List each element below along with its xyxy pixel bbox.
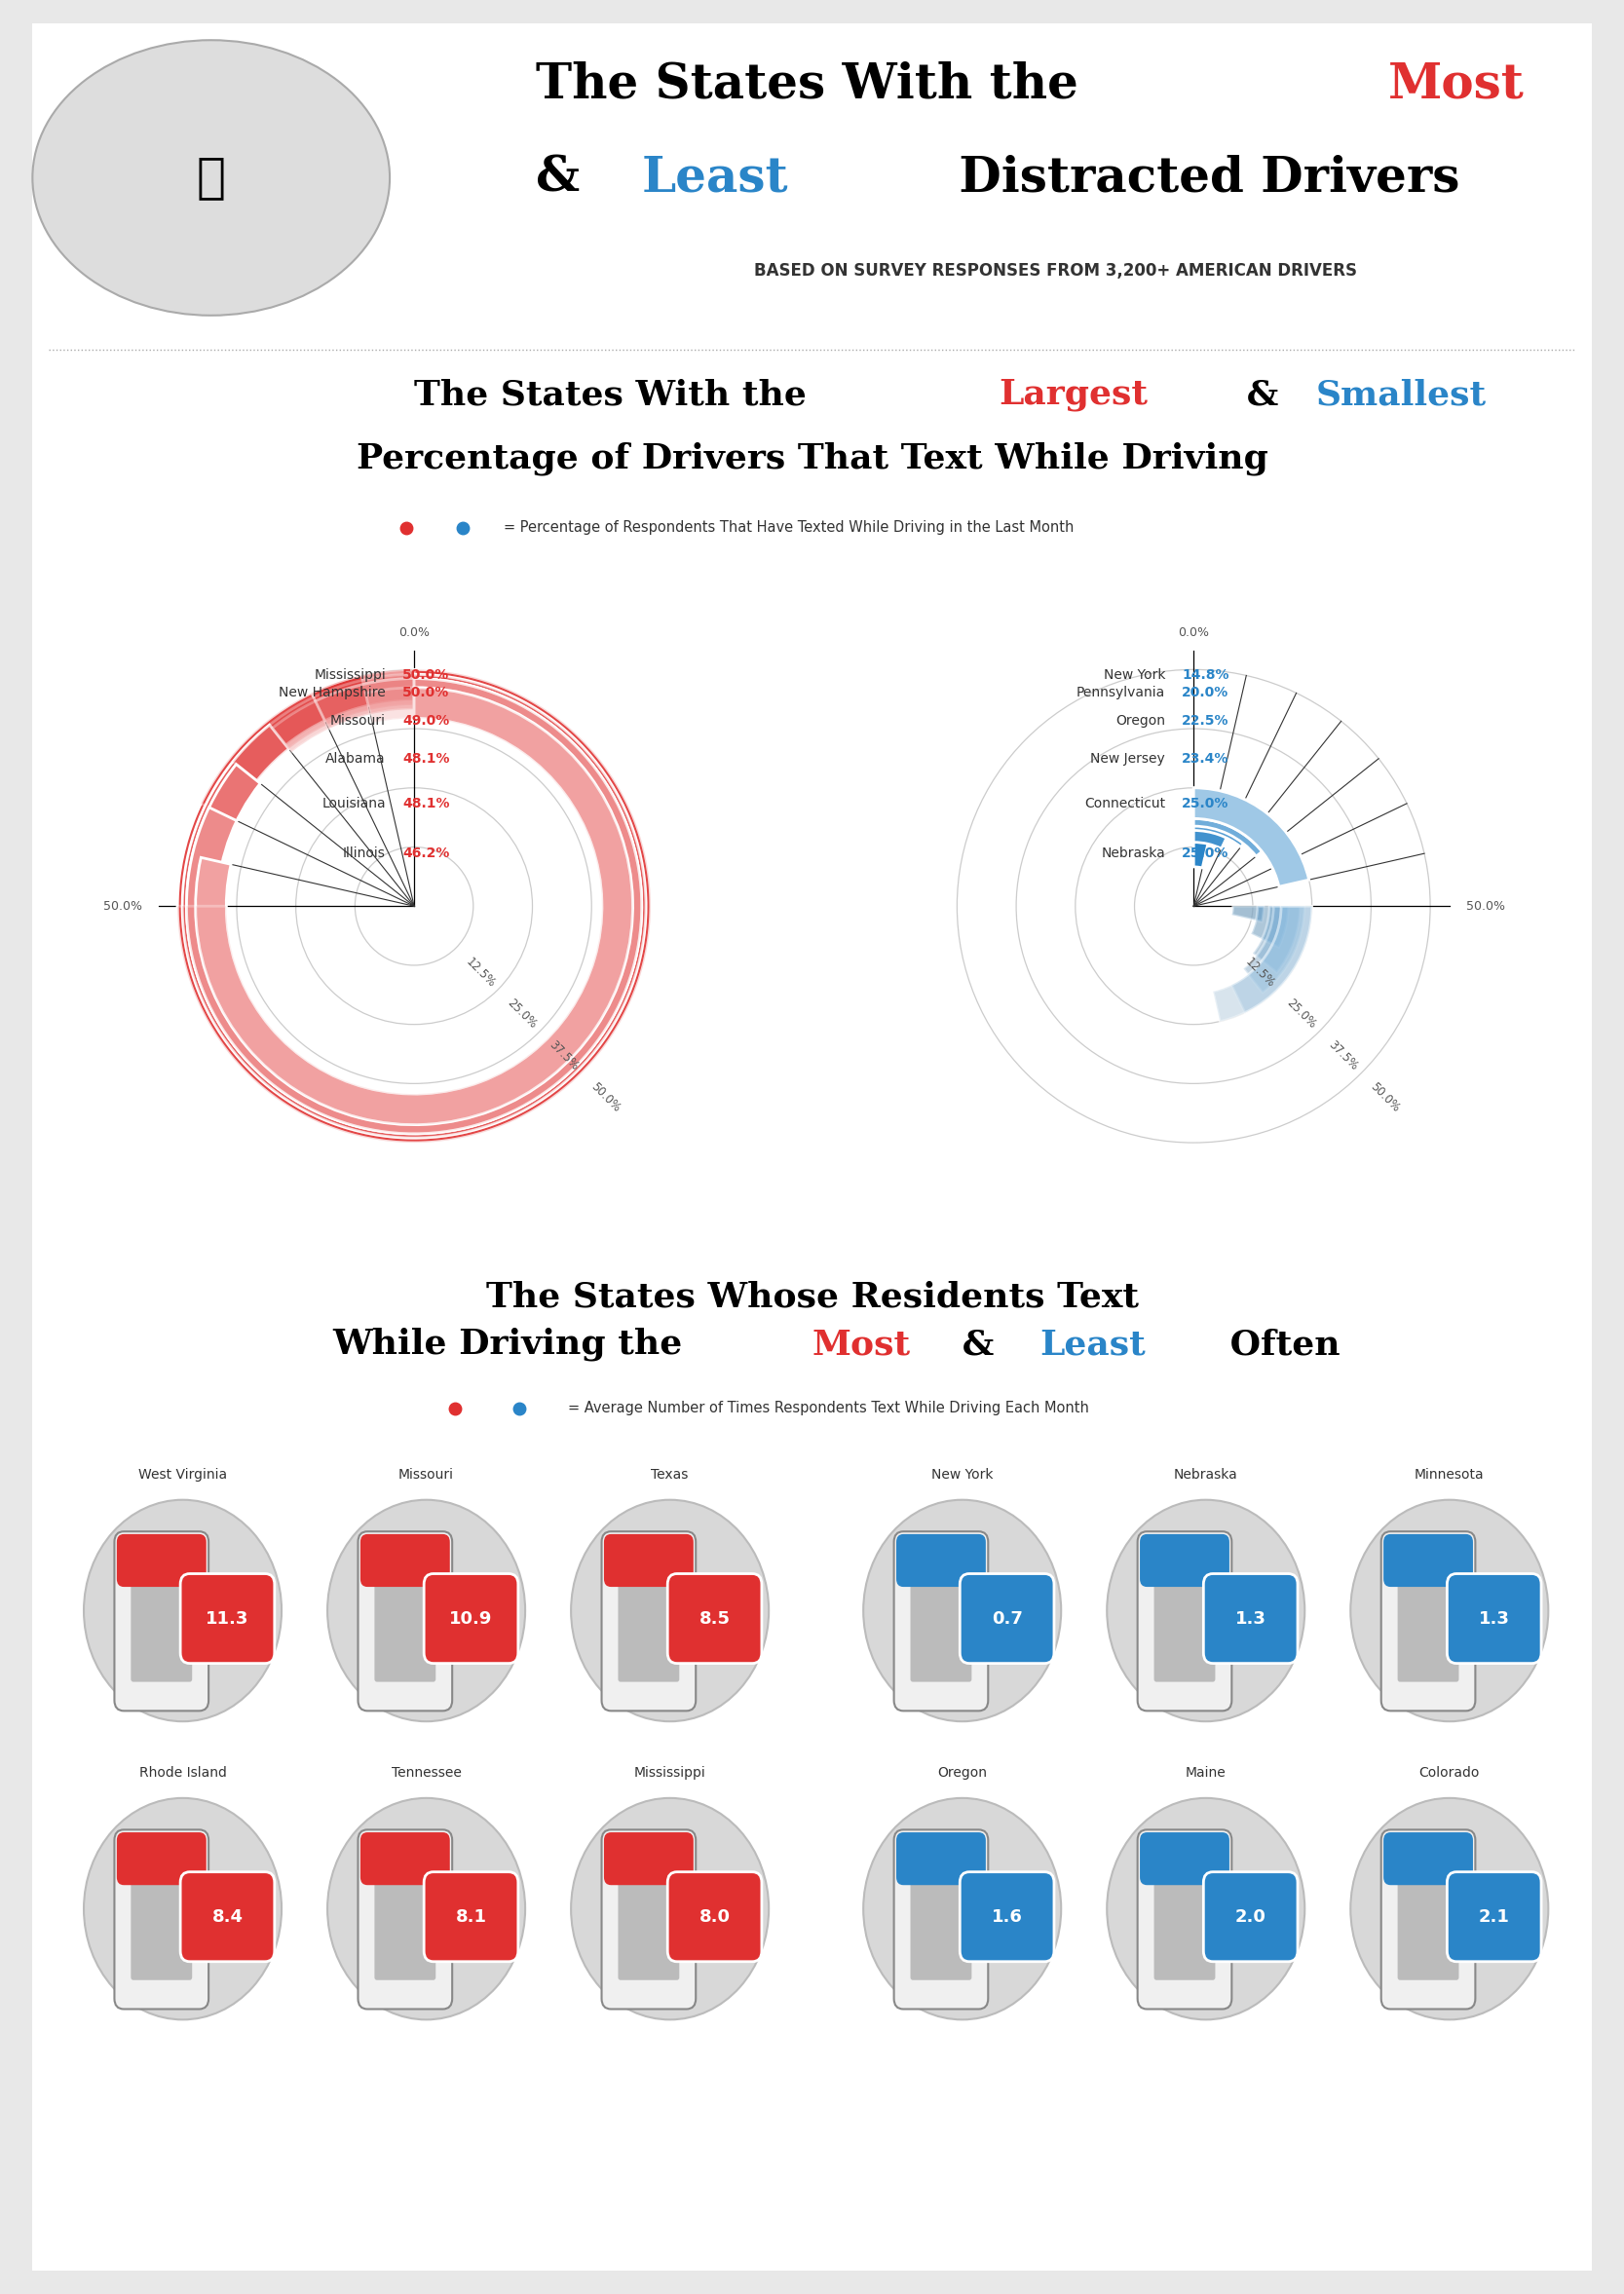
Text: Tennessee: Tennessee bbox=[391, 1766, 461, 1780]
FancyBboxPatch shape bbox=[180, 1872, 274, 1961]
Text: Illinois: Illinois bbox=[343, 846, 387, 860]
Text: 8.1: 8.1 bbox=[455, 1909, 487, 1925]
Circle shape bbox=[864, 1500, 1060, 1720]
Text: 0.0%: 0.0% bbox=[398, 626, 430, 638]
Wedge shape bbox=[187, 679, 641, 1133]
Text: Most: Most bbox=[812, 1328, 911, 1360]
FancyBboxPatch shape bbox=[1140, 1535, 1229, 1587]
Circle shape bbox=[1108, 1798, 1304, 2019]
Text: Distracted Drivers: Distracted Drivers bbox=[942, 154, 1460, 202]
FancyBboxPatch shape bbox=[960, 1872, 1054, 1961]
FancyBboxPatch shape bbox=[601, 1532, 695, 1711]
FancyBboxPatch shape bbox=[619, 1874, 679, 1980]
Text: 11.3: 11.3 bbox=[206, 1610, 248, 1626]
Text: 48.1%: 48.1% bbox=[403, 752, 450, 766]
FancyBboxPatch shape bbox=[114, 1831, 208, 2010]
Text: The States With the: The States With the bbox=[536, 62, 1095, 108]
Text: 50.0%: 50.0% bbox=[588, 1080, 624, 1115]
Text: Least: Least bbox=[1039, 1328, 1145, 1360]
FancyBboxPatch shape bbox=[604, 1535, 693, 1587]
Text: New York: New York bbox=[1103, 668, 1166, 681]
FancyBboxPatch shape bbox=[132, 1576, 192, 1682]
Text: The States Whose Residents Text: The States Whose Residents Text bbox=[486, 1280, 1138, 1312]
Circle shape bbox=[1351, 1500, 1548, 1720]
Wedge shape bbox=[187, 679, 641, 1133]
Text: Nebraska: Nebraska bbox=[1174, 1468, 1237, 1482]
Wedge shape bbox=[182, 674, 646, 1138]
FancyBboxPatch shape bbox=[1203, 1872, 1298, 1961]
Wedge shape bbox=[1213, 906, 1312, 1021]
Circle shape bbox=[328, 1500, 525, 1720]
Text: 37.5%: 37.5% bbox=[1327, 1039, 1361, 1074]
Wedge shape bbox=[1250, 906, 1288, 947]
Circle shape bbox=[84, 1500, 281, 1720]
Text: 1.6: 1.6 bbox=[991, 1909, 1023, 1925]
FancyBboxPatch shape bbox=[893, 1532, 987, 1711]
Text: 2.1: 2.1 bbox=[1478, 1909, 1510, 1925]
FancyBboxPatch shape bbox=[1380, 1831, 1475, 2010]
Text: 37.5%: 37.5% bbox=[547, 1039, 581, 1074]
Text: 8.4: 8.4 bbox=[211, 1909, 244, 1925]
Wedge shape bbox=[187, 679, 641, 1133]
FancyBboxPatch shape bbox=[1137, 1831, 1231, 2010]
FancyBboxPatch shape bbox=[619, 1576, 679, 1682]
Text: 10.9: 10.9 bbox=[450, 1610, 492, 1626]
Circle shape bbox=[1351, 1798, 1548, 2019]
Text: &: & bbox=[536, 154, 596, 202]
Wedge shape bbox=[195, 688, 633, 1124]
Text: Connecticut: Connecticut bbox=[1085, 796, 1166, 810]
Text: Percentage of Drivers That Text While Driving: Percentage of Drivers That Text While Dr… bbox=[356, 443, 1268, 475]
Wedge shape bbox=[177, 670, 651, 1142]
Text: 1.3: 1.3 bbox=[1234, 1610, 1267, 1626]
Wedge shape bbox=[177, 670, 651, 1142]
Wedge shape bbox=[1194, 796, 1280, 856]
Text: 22.5%: 22.5% bbox=[1182, 713, 1229, 727]
Text: 49.0%: 49.0% bbox=[403, 713, 450, 727]
Text: Least: Least bbox=[641, 154, 788, 202]
Text: Louisiana: Louisiana bbox=[322, 796, 387, 810]
Text: While Driving the: While Driving the bbox=[333, 1328, 695, 1360]
Text: Missouri: Missouri bbox=[398, 1468, 455, 1482]
Text: 50.0%: 50.0% bbox=[403, 686, 450, 700]
FancyBboxPatch shape bbox=[604, 1833, 693, 1886]
Circle shape bbox=[328, 1798, 525, 2019]
Text: The States With the: The States With the bbox=[414, 379, 818, 411]
Text: West Virginia: West Virginia bbox=[138, 1468, 227, 1482]
Wedge shape bbox=[187, 679, 641, 1133]
Text: 14.8%: 14.8% bbox=[1182, 668, 1229, 681]
Circle shape bbox=[84, 1798, 281, 2019]
FancyBboxPatch shape bbox=[1384, 1535, 1473, 1587]
Wedge shape bbox=[182, 674, 646, 1138]
Ellipse shape bbox=[32, 39, 390, 317]
Wedge shape bbox=[1244, 906, 1304, 993]
Text: = Percentage of Respondents That Have Texted While Driving in the Last Month: = Percentage of Respondents That Have Te… bbox=[503, 521, 1073, 535]
Text: Oregon: Oregon bbox=[937, 1766, 987, 1780]
Text: 0.7: 0.7 bbox=[991, 1610, 1023, 1626]
FancyBboxPatch shape bbox=[960, 1574, 1054, 1663]
FancyBboxPatch shape bbox=[357, 1532, 451, 1711]
Text: Nebraska: Nebraska bbox=[1101, 846, 1166, 860]
Wedge shape bbox=[1250, 906, 1288, 947]
Wedge shape bbox=[1244, 906, 1304, 993]
Text: 8.0: 8.0 bbox=[698, 1909, 731, 1925]
Wedge shape bbox=[1233, 906, 1263, 922]
Text: Missouri: Missouri bbox=[330, 713, 387, 727]
FancyBboxPatch shape bbox=[117, 1535, 206, 1587]
Text: Alabama: Alabama bbox=[326, 752, 387, 766]
Text: New Jersey: New Jersey bbox=[1090, 752, 1166, 766]
Wedge shape bbox=[1194, 812, 1234, 849]
Text: 12.5%: 12.5% bbox=[1242, 954, 1276, 989]
Text: Rhode Island: Rhode Island bbox=[140, 1766, 226, 1780]
Text: 25.0%: 25.0% bbox=[505, 998, 539, 1032]
FancyBboxPatch shape bbox=[357, 1831, 451, 2010]
Text: Often: Often bbox=[1218, 1328, 1340, 1360]
Text: Texas: Texas bbox=[651, 1468, 689, 1482]
Text: 46.2%: 46.2% bbox=[403, 846, 450, 860]
Text: 25.0%: 25.0% bbox=[1285, 998, 1319, 1032]
Text: 25.0%: 25.0% bbox=[1182, 796, 1229, 810]
FancyBboxPatch shape bbox=[1137, 1532, 1231, 1711]
FancyBboxPatch shape bbox=[361, 1833, 450, 1886]
FancyBboxPatch shape bbox=[1155, 1576, 1215, 1682]
FancyBboxPatch shape bbox=[1384, 1833, 1473, 1886]
